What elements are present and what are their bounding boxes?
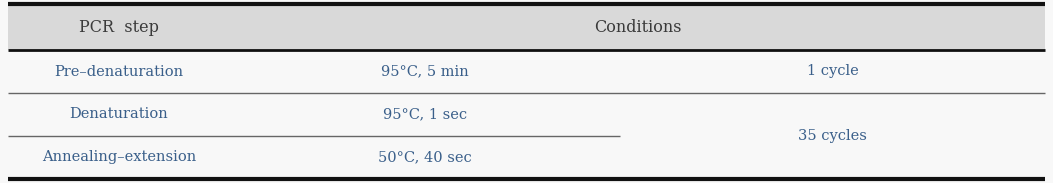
- Text: PCR  step: PCR step: [79, 18, 159, 36]
- Text: 95°C, 1 sec: 95°C, 1 sec: [383, 107, 468, 122]
- Text: 95°C, 5 min: 95°C, 5 min: [381, 64, 469, 79]
- Text: Conditions: Conditions: [594, 18, 681, 36]
- Bar: [8, 4, 1045, 50]
- Text: Denaturation: Denaturation: [69, 107, 168, 122]
- Text: 50°C, 40 sec: 50°C, 40 sec: [378, 150, 472, 165]
- Text: 1 cycle: 1 cycle: [807, 64, 858, 79]
- Text: 35 cycles: 35 cycles: [798, 129, 867, 143]
- Text: Annealing–extension: Annealing–extension: [42, 150, 196, 165]
- Text: Pre–denaturation: Pre–denaturation: [55, 64, 183, 79]
